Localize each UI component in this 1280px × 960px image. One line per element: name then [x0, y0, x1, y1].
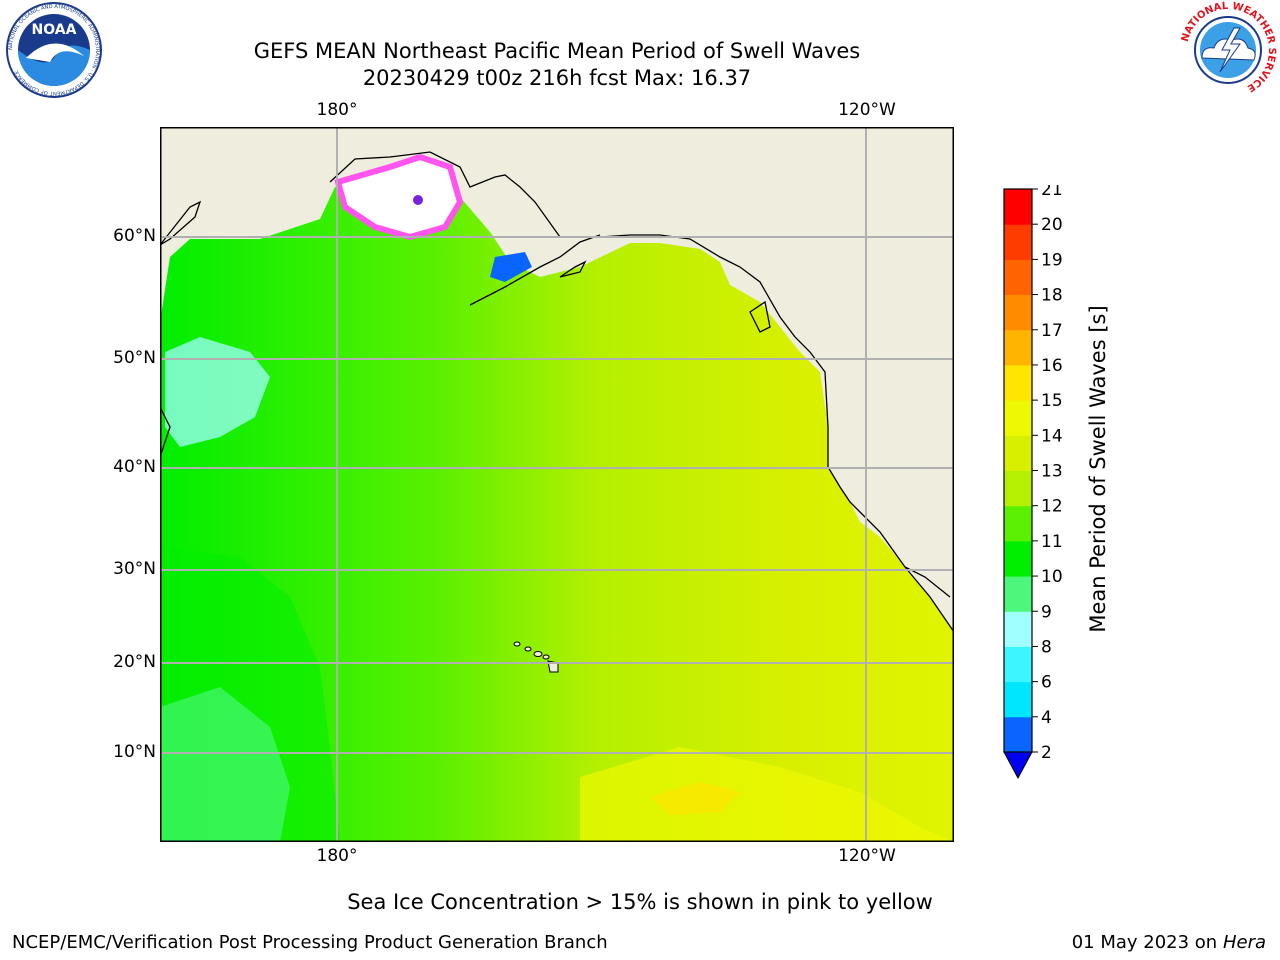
aqua-region: [160, 687, 290, 842]
lat-label-60n: 60°N: [113, 226, 156, 246]
colorbar-tick-label: 4: [1041, 708, 1052, 728]
cyan-region: [165, 337, 270, 447]
lon-label-top-180: 180°: [316, 100, 358, 120]
lat-label-50n: 50°N: [113, 348, 156, 368]
noaa-logo: NOAA NATIONAL OCEANIC AND ATMOSPHERIC AD…: [4, 0, 104, 100]
colorbar-segment: [1004, 576, 1032, 612]
colorbar-segment: [1004, 294, 1032, 331]
yellow-region-south: [580, 747, 954, 842]
colorbar-tick-label: 2: [1041, 743, 1052, 763]
colorbar-tick-label: 8: [1041, 637, 1052, 657]
colorbar-segment: [1004, 189, 1032, 225]
lat-label-40n: 40°N: [113, 457, 156, 477]
colorbar-tick-label: 11: [1041, 532, 1063, 552]
sea-ice-note: Sea Ice Concentration > 15% is shown in …: [347, 890, 933, 914]
colorbar-tick-label: 9: [1041, 602, 1052, 622]
map-svg: [159, 127, 955, 842]
ocean-field: [160, 172, 954, 842]
title-line-2: 20230429 t00z 216h fcst Max: 16.37: [362, 66, 752, 90]
colorbar-segment: [1004, 505, 1032, 542]
lat-label-10n: 10°N: [113, 742, 156, 762]
map-panel[interactable]: [159, 127, 955, 842]
colorbar-segment: [1004, 540, 1032, 577]
colorbar-segment: [1004, 400, 1032, 436]
lon-label-bottom-120w: 120°W: [838, 846, 896, 866]
colorbar-tick-label: 19: [1041, 250, 1063, 270]
colorbar-tick-label: 21: [1041, 185, 1063, 200]
colorbar-tick-label: 6: [1041, 673, 1052, 693]
colorbar-tick-label: 18: [1041, 286, 1063, 306]
colorbar-tick-label: 20: [1041, 215, 1063, 235]
colorbar-tick-label: 16: [1041, 356, 1063, 376]
colorbar-tick-label: 13: [1041, 462, 1063, 482]
colorbar-tick-label: 15: [1041, 391, 1063, 411]
nws-logo: NATIONAL WEATHER SERVICE: [1178, 0, 1278, 100]
lat-label-20n: 20°N: [113, 652, 156, 672]
colorbar-segment: [1004, 470, 1032, 507]
colorbar: 2 4 6 8 9 10 11 12 13 14 15 16 17 18 19 20 21: [1000, 180, 1082, 785]
lon-label-bottom-180: 180°: [316, 846, 358, 866]
blue-inlet: [490, 252, 532, 282]
colorbar-segment: [1004, 329, 1032, 366]
colorbar-segment: [1004, 611, 1032, 647]
title-line-1: GEFS MEAN Northeast Pacific Mean Period …: [253, 39, 861, 63]
sea-ice-field: [334, 153, 464, 241]
host-text: Hera: [1222, 932, 1266, 953]
date-text: 01 May 2023 on: [1071, 932, 1218, 953]
colorbar-segment: [1004, 646, 1032, 683]
colorbar-segment: [1004, 364, 1032, 401]
colorbar-extend-triangle: [1003, 751, 1033, 780]
colorbar-segment: [1004, 435, 1032, 471]
credit-text: NCEP/EMC/Verification Post Processing Pr…: [12, 932, 608, 953]
colorbar-tick-label: 14: [1041, 426, 1063, 446]
colorbar-tick-label: 17: [1041, 321, 1063, 341]
graticule: [160, 127, 954, 842]
noaa-logo-text: NOAA: [32, 22, 77, 38]
colorbar-segment: [1004, 681, 1032, 718]
orange-spot: [650, 782, 740, 815]
colorbar-segment: [1004, 259, 1032, 296]
date-stamp: 01 May 2023 on Hera: [1072, 932, 1266, 953]
colorbar-tick-label: 12: [1041, 497, 1063, 517]
colorbar-label: Mean Period of Swell Waves [s]: [1086, 305, 1110, 633]
colorbar-segment: [1004, 224, 1032, 260]
colorbar-segment: [1004, 716, 1032, 753]
lat-label-30n: 30°N: [113, 559, 156, 579]
lon-label-top-120w: 120°W: [838, 100, 896, 120]
colorbar-tick-label: 10: [1041, 567, 1063, 587]
